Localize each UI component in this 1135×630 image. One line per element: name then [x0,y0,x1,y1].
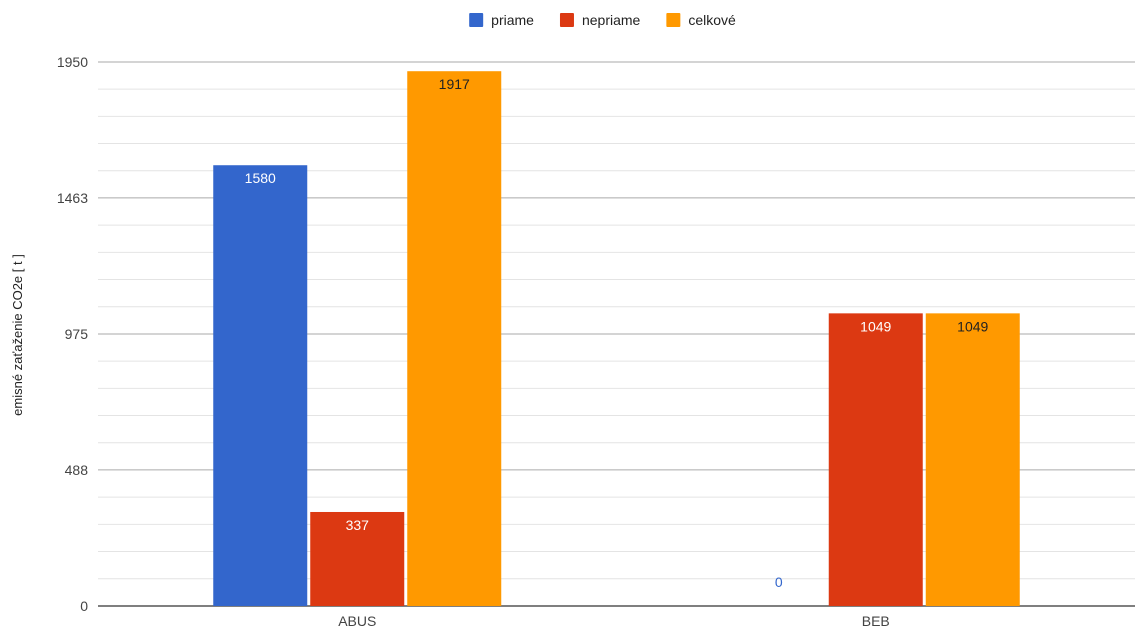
bar-beb-2[interactable] [925,313,1020,606]
legend-item-1[interactable]: nepriame [559,12,641,28]
y-tick-label: 0 [80,598,88,614]
y-tick-label: 1463 [57,190,88,206]
y-axis: 0 488 975 1463 1950 [57,54,88,614]
legend-swatch [469,13,484,27]
x-tick-label: BEB [862,613,890,629]
data-label: 1049 [957,318,988,334]
y-tick-label: 975 [65,326,89,342]
legend: priame nepriame celkové [469,12,736,28]
x-tick-label: ABUS [338,613,376,629]
bar-abus-1[interactable] [310,511,405,606]
y-tick-label: 488 [65,462,89,478]
legend-label: celkové [688,12,736,28]
data-label: 1580 [245,170,276,186]
bar-abus-2[interactable] [407,71,502,606]
bar-abus-0[interactable] [213,165,308,606]
x-axis: ABUS BEB [338,613,890,629]
data-label: 0 [775,574,783,590]
legend-item-2[interactable]: celkové [666,12,736,28]
legend-label: nepriame [582,12,641,28]
legend-item-0[interactable]: priame [469,12,534,28]
y-tick-label: 1950 [57,54,88,70]
data-label: 1049 [860,318,891,334]
legend-label: priame [491,12,534,28]
legend-swatch [666,13,681,27]
data-label: 337 [346,517,370,533]
y-axis-title: emisné zaťaženie CO2e [ t ] [10,254,25,416]
legend-swatch [559,13,574,27]
data-label: 1917 [439,76,470,92]
bar-beb-1[interactable] [828,313,923,606]
bars: 1580 337 1917 0 1049 1049 [213,71,1020,606]
